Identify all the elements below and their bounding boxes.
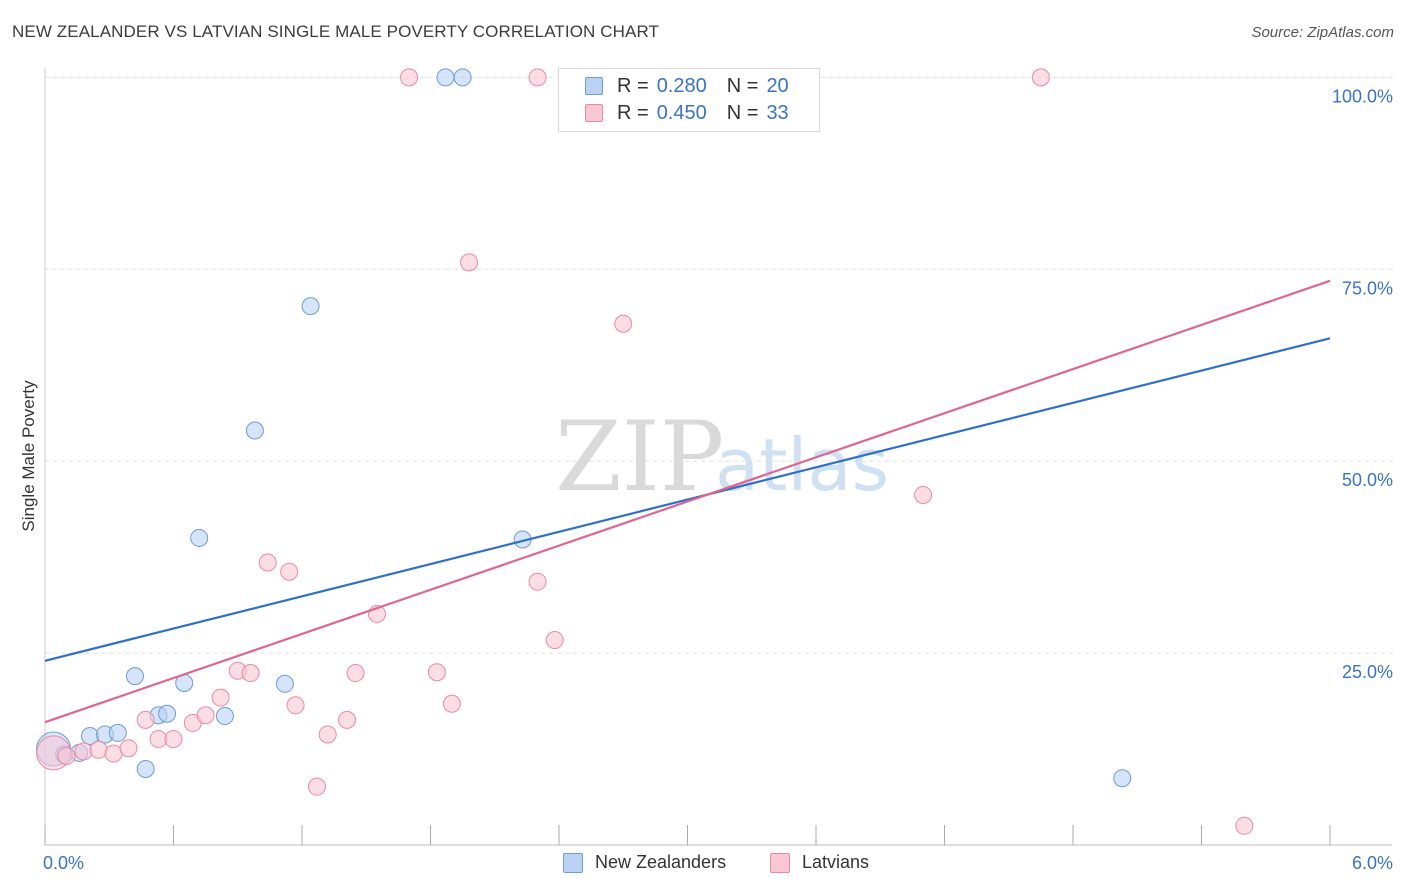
point-latvians [460, 253, 479, 272]
legend-r-label: R = [617, 101, 649, 124]
point-latvians [528, 68, 547, 87]
legend-r-value: 0.450 [656, 101, 707, 124]
point-latvians [286, 696, 305, 715]
legend-r-value: 0.280 [656, 74, 707, 97]
legend-row-new-zealanders: R = 0.280 N = 20 [585, 74, 789, 98]
point-latvians [74, 742, 93, 761]
y-tick-label: 100.0% [1332, 86, 1393, 106]
point-new-zealanders [136, 760, 155, 779]
x-tick-label-min: 0.0% [43, 853, 84, 873]
point-latvians [1031, 68, 1050, 87]
point-latvians [241, 664, 260, 683]
point-latvians [196, 706, 215, 725]
point-latvians [258, 553, 277, 572]
series-legend-new-zealanders[interactable]: New Zealanders [563, 852, 726, 873]
point-latvians [211, 688, 230, 707]
point-latvians [346, 664, 365, 683]
point-latvians [914, 485, 933, 504]
point-latvians [427, 663, 446, 682]
point-new-zealanders [1113, 769, 1132, 788]
point-new-zealanders [125, 667, 144, 686]
legend-swatch-new-zealanders [585, 77, 603, 95]
point-latvians [164, 730, 183, 749]
watermark-zip: ZIP [555, 401, 724, 513]
series-label-latvians: Latvians [802, 852, 870, 872]
point-new-zealanders [453, 68, 472, 87]
point-new-zealanders [108, 723, 127, 742]
correlation-legend: R = 0.280 N = 20 R = 0.450 N = 33 [558, 68, 820, 132]
legend-row-latvians: R = 0.450 N = 33 [585, 101, 789, 125]
point-new-zealanders [275, 674, 294, 693]
y-tick-label: 75.0% [1342, 278, 1393, 298]
point-latvians [57, 746, 76, 765]
series-swatch-new-zealanders [563, 852, 583, 873]
legend-n-label: N = [726, 101, 759, 124]
point-latvians [104, 744, 123, 763]
point-latvians [528, 572, 547, 591]
x-tick-label-max: 6.0% [1352, 853, 1393, 873]
y-axis-label: Single Male Poverty [19, 380, 38, 532]
point-latvians [119, 739, 138, 758]
point-latvians [442, 694, 461, 713]
point-latvians [400, 68, 419, 87]
legend-n-label: N = [726, 74, 759, 97]
point-new-zealanders [245, 421, 264, 440]
point-latvians [1235, 816, 1254, 835]
point-latvians [307, 777, 326, 796]
trendline-new-zealanders [44, 337, 1331, 662]
legend-n-value: 20 [766, 74, 789, 97]
point-new-zealanders [158, 704, 177, 723]
y-tick-label: 25.0% [1342, 662, 1393, 682]
series-legend: New Zealanders Latvians [0, 852, 1406, 876]
point-latvians [337, 710, 356, 729]
point-latvians [545, 631, 564, 650]
chart-title: NEW ZEALANDER VS LATVIAN SINGLE MALE POV… [12, 22, 659, 41]
point-new-zealanders [190, 528, 209, 547]
point-new-zealanders [215, 707, 234, 726]
point-latvians [614, 314, 633, 333]
point-latvians [89, 740, 108, 759]
series-label-new-zealanders: New Zealanders [595, 852, 727, 872]
point-new-zealanders [436, 68, 455, 87]
series-legend-latvians[interactable]: Latvians [770, 852, 869, 873]
point-latvians [280, 562, 299, 581]
source-label: Source: ZipAtlas.com [1251, 24, 1394, 41]
series-latvians [36, 68, 1254, 835]
legend-swatch-latvians [585, 104, 603, 122]
watermark-atlas: atlas [715, 423, 889, 507]
series-swatch-latvians [770, 852, 790, 873]
legend-n-value: 33 [766, 101, 789, 124]
y-tick-label: 50.0% [1342, 470, 1393, 490]
legend-r-label: R = [617, 74, 649, 97]
point-new-zealanders [301, 297, 320, 316]
point-latvians [318, 725, 337, 744]
point-latvians [136, 710, 155, 729]
trendline-latvians [44, 279, 1331, 724]
point-latvians [149, 730, 168, 749]
